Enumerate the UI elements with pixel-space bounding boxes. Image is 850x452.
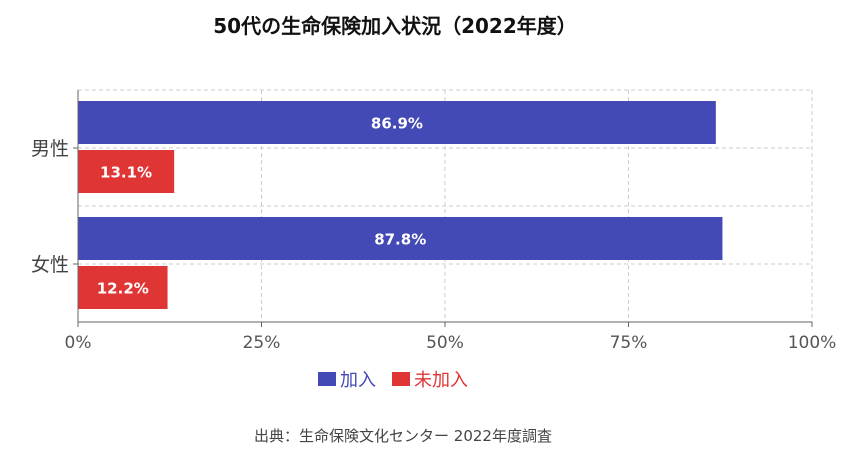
bar-enrolled[interactable] [78,217,723,260]
x-tick-label: 0% [65,333,92,353]
source-note: 出典：生命保険文化センター 2022年度調査 [254,427,552,445]
x-tick-label: 75% [610,333,648,353]
chart-title: 50代の生命保険加入状況（2022年度） [213,14,577,38]
bar-enrolled[interactable] [78,101,716,144]
legend-label[interactable]: 未加入 [414,370,468,391]
legend-swatch [392,372,410,386]
y-tick-label: 男性 [31,138,69,160]
y-tick-label: 女性 [31,254,69,276]
data-label: 12.2% [97,280,149,298]
data-label: 86.9% [371,115,423,133]
x-tick-label: 25% [243,333,281,353]
data-label: 87.8% [374,231,426,249]
x-tick-label: 50% [426,333,464,353]
bar-not-enrolled[interactable] [78,266,168,309]
bar-not-enrolled[interactable] [78,150,175,193]
legend-swatch [318,372,336,386]
data-label: 13.1% [100,164,152,182]
legend-label[interactable]: 加入 [340,370,376,391]
x-tick-label: 100% [788,333,837,353]
